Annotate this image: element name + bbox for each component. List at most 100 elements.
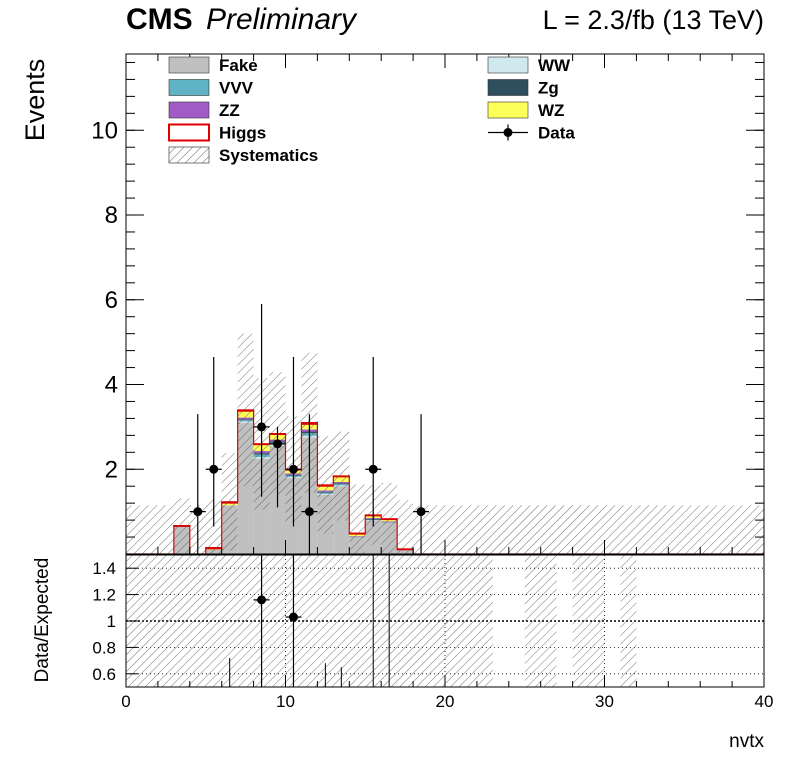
systematics-bin-19 (429, 505, 445, 554)
ratio-hatch-bin-9 (269, 555, 286, 687)
ratio-hatch-bin-21 (460, 555, 477, 687)
ratio-hatch-bin-22 (476, 555, 493, 687)
ratio-hatch-bin-4 (189, 555, 206, 687)
ratio-hatch-bin-14 (349, 555, 366, 687)
systematics-bin-27 (556, 505, 573, 554)
ratio-ylabel: Data/Expected (32, 558, 53, 683)
ratio-hatch-bin-29 (588, 555, 605, 687)
legend-swatch-vvv (168, 79, 210, 96)
ratio-hatch-bin-6 (221, 555, 238, 687)
ratio-hatch-bin-26 (540, 555, 557, 687)
legend-swatch-zg (487, 79, 529, 96)
systematics-bin-13 (333, 431, 350, 521)
systematics-bin-17 (397, 500, 414, 554)
main-axes: 2 4 6 8 10 (91, 54, 765, 554)
xtick-label-30: 30 (595, 692, 614, 711)
legend-label-fake: Fake (219, 56, 258, 75)
data-point-0 (193, 507, 203, 517)
data-point-3 (273, 439, 283, 449)
systematics-bin-32 (636, 505, 653, 554)
systematics-bin-25 (524, 505, 541, 554)
ratio-hatch-bin-28 (572, 555, 589, 687)
legend-swatch-data-marker (503, 128, 513, 137)
data-points (189, 304, 430, 554)
systematics-bin-23 (492, 505, 509, 554)
ratio-hatch-bin-1 (141, 555, 158, 687)
legend-label-systematics: Systematics (219, 146, 318, 165)
systematics-bin-22 (476, 505, 493, 554)
ytick-label-4: 4 (105, 372, 118, 399)
data-point-1 (209, 464, 219, 474)
ratio-hatch-bin-19 (429, 555, 445, 687)
xtick-label-10: 10 (276, 692, 295, 711)
legend-label-vvv: VVV (219, 79, 254, 98)
legend-swatch-zz (168, 101, 210, 119)
main-ylabel: Events (20, 59, 50, 142)
ratio-ytick-label-1.2: 1.2 (92, 586, 116, 605)
ytick-label-6: 6 (105, 287, 118, 314)
legend-label-zg: Zg (538, 79, 559, 98)
ratio-ytick-label-0.6: 0.6 (92, 665, 116, 684)
ratio-axes: 0.6 0.8 1 1.2 1.4 0 10 20 30 40 (92, 559, 773, 711)
systematics-bin-7 (237, 333, 254, 487)
ratio-hatch-bin-12 (317, 555, 334, 687)
ratio-hatch-bin-5 (205, 555, 222, 687)
systematics-bin-31 (620, 505, 637, 554)
legend-swatch-wz (487, 101, 529, 119)
systematics-bin-28 (572, 505, 589, 554)
ratio-ytick-label-1: 1 (107, 612, 116, 631)
ratio-hatch-bin-18 (413, 555, 430, 687)
systematics-bin-38 (732, 505, 749, 554)
legend-label-ww: WW (538, 56, 571, 75)
ratio-hatch-bin-31 (620, 555, 637, 687)
xtick-label-40: 40 (755, 692, 774, 711)
legend-label-zz: ZZ (219, 101, 240, 120)
ratio-point-1 (288, 612, 298, 622)
systematics-bin-34 (668, 505, 685, 554)
ratio-hatch-bin-25 (524, 555, 541, 687)
systematics-bin-3 (173, 498, 190, 554)
legend-label-data: Data (538, 124, 575, 143)
systematics-bin-14 (349, 484, 366, 554)
ratio-ytick-label-0.8: 0.8 (92, 638, 116, 657)
legend-swatch-ww (487, 56, 529, 74)
legend: Fake VVV ZZ Higgs Systematics WW Zg WZ Data (168, 56, 575, 165)
systematics-bin-37 (716, 505, 733, 554)
cms-label: CMS (126, 3, 193, 36)
systematics-bin-2 (157, 505, 174, 554)
preliminary-label: Preliminary (206, 3, 358, 36)
data-point-5 (304, 507, 314, 517)
systematics-bin-39 (748, 505, 764, 554)
ratio-point-0 (257, 595, 267, 605)
legend-label-higgs: Higgs (219, 124, 266, 143)
ytick-label-8: 8 (105, 202, 118, 229)
systematics-bin-30 (604, 505, 621, 554)
systematics-bin-29 (588, 505, 605, 554)
systematics-bin-16 (381, 482, 398, 554)
data-point-2 (257, 422, 267, 432)
data-point-7 (416, 507, 426, 517)
legend-swatch-higgs (168, 123, 210, 142)
legend-swatch-systematics (168, 146, 210, 164)
systematics-bin-36 (700, 505, 717, 554)
systematics-bin-20 (445, 505, 461, 554)
legend-label-wz: WZ (538, 101, 564, 120)
systematics-band (126, 333, 764, 554)
data-point-6 (368, 464, 378, 474)
ytick-label-10: 10 (91, 117, 118, 144)
systematics-bin-33 (652, 505, 669, 554)
ratio-hatch-bin-20 (445, 555, 461, 687)
systematics-bin-24 (508, 505, 525, 554)
systematics-bin-0 (126, 505, 142, 554)
xtick-label-0: 0 (121, 692, 130, 711)
ratio-ytick-label-1.4: 1.4 (92, 559, 116, 578)
systematics-bin-35 (684, 505, 701, 554)
xtick-label-20: 20 (436, 692, 455, 711)
lumi-label: L = 2.3/fb (13 TeV) (543, 5, 764, 35)
legend-swatch-fake (168, 56, 210, 74)
systematics-bin-12 (317, 436, 334, 534)
systematics-bin-6 (221, 453, 238, 551)
ratio-hatch-bin-7 (237, 555, 254, 687)
ratio-hatch-bin-17 (397, 555, 414, 687)
